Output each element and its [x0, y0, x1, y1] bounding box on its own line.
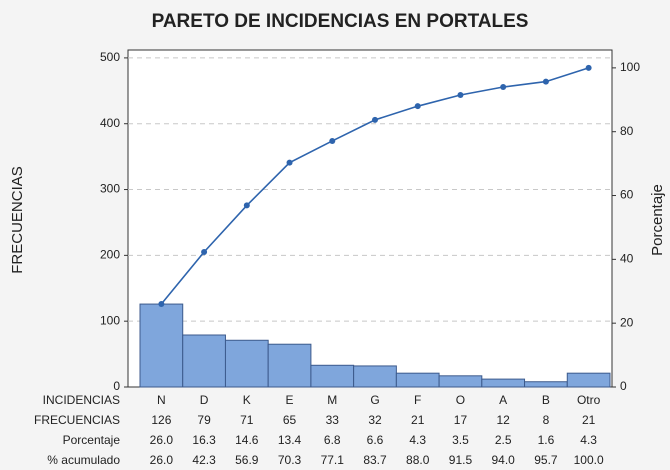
table-cell: 70.3: [278, 453, 302, 467]
cumulative-point: [372, 116, 378, 123]
bar: [224, 339, 269, 388]
cumulative-point: [500, 84, 507, 91]
table-cell: 95.7: [534, 453, 558, 467]
bar: [395, 372, 440, 388]
cumulative-point: [201, 249, 208, 256]
table-cell: 126: [151, 413, 171, 427]
x-tick-label: G: [370, 393, 379, 407]
table-cell: 4.3: [409, 433, 426, 447]
table-cell: 1.6: [538, 433, 555, 447]
table-cell: 17: [454, 413, 468, 427]
x-tick-label: K: [243, 393, 251, 407]
table-cell: 6.6: [367, 433, 384, 447]
y-tick-label: 500: [100, 50, 120, 64]
table-cell: 65: [283, 413, 297, 427]
y-axis-label: FRECUENCIAS: [9, 166, 26, 274]
chart-title: PARETO DE INCIDENCIAS EN PORTALES: [152, 11, 529, 32]
bar: [310, 364, 355, 388]
table-cell: 91.5: [449, 453, 473, 467]
table-cell: 32: [368, 413, 382, 427]
bar: [182, 334, 226, 388]
table-cell: 100.0: [574, 453, 604, 467]
table-cell: 71: [240, 413, 254, 427]
y2-axis-label: Porcentaje: [649, 184, 666, 256]
table-cell: 8: [543, 413, 550, 427]
row-label: % acumulado: [47, 453, 120, 467]
x-tick-label: D: [200, 393, 209, 407]
table-cell: 83.7: [363, 453, 387, 467]
bar: [566, 372, 611, 388]
y-tick-label: 400: [100, 116, 120, 130]
table-cell: 2.5: [495, 433, 512, 447]
bar: [481, 378, 526, 388]
table-cell: 56.9: [235, 453, 259, 467]
table-cell: 21: [582, 413, 596, 427]
row-label: Porcentaje: [63, 433, 121, 447]
table-cell: 79: [197, 413, 211, 427]
cumulative-point: [414, 103, 421, 110]
x-tick-label: B: [542, 393, 550, 407]
x-tick-label: F: [414, 393, 421, 407]
table-cell: 26.0: [150, 433, 174, 447]
y2-tick-label: 20: [620, 315, 634, 329]
y2-tick-label: 80: [620, 124, 634, 138]
y2-tick-label: 0: [620, 379, 627, 393]
table-cell: 3.5: [452, 433, 469, 447]
row-label: FRECUENCIAS: [34, 413, 120, 427]
table-cell: 13.4: [278, 433, 302, 447]
bar: [267, 343, 312, 388]
plot-area: [127, 49, 613, 388]
x-tick-label: O: [456, 393, 465, 407]
cumulative-point: [457, 91, 464, 98]
table-cell: 33: [326, 413, 340, 427]
cumulative-point: [329, 137, 336, 144]
table-cell: 88.0: [406, 453, 430, 467]
bar: [438, 375, 483, 388]
y2-tick-label: 100: [620, 60, 640, 74]
table-cell: 16.3: [192, 433, 216, 447]
x-tick-label: Otro: [577, 393, 601, 407]
table-cell: 4.3: [580, 433, 597, 447]
y-tick-label: 0: [113, 379, 120, 393]
cumulative-point: [542, 78, 549, 85]
cumulative-point: [158, 301, 165, 308]
table-cell: 12: [497, 413, 511, 427]
cumulative-point: [243, 202, 250, 209]
row-label: INCIDENCIAS: [43, 393, 120, 407]
table-cell: 14.6: [235, 433, 259, 447]
x-tick-label: A: [499, 393, 507, 407]
y2-tick-label: 60: [620, 188, 634, 202]
bar: [139, 303, 184, 388]
table-cell: 21: [411, 413, 425, 427]
y-tick-label: 100: [100, 313, 120, 327]
y-tick-label: 200: [100, 248, 120, 262]
table-cell: 26.0: [150, 453, 174, 467]
x-tick-label: E: [286, 393, 294, 407]
bar: [524, 381, 568, 388]
table-cell: 94.0: [492, 453, 516, 467]
x-tick-label: N: [157, 393, 166, 407]
y2-tick-label: 40: [620, 252, 634, 266]
cumulative-point: [585, 64, 592, 71]
x-tick-label: M: [327, 393, 337, 407]
bar: [353, 365, 397, 388]
table-cell: 77.1: [321, 453, 345, 467]
cumulative-point: [286, 159, 293, 166]
table-cell: 6.8: [324, 433, 341, 447]
table-cell: 42.3: [192, 453, 216, 467]
y-tick-label: 300: [100, 182, 120, 196]
